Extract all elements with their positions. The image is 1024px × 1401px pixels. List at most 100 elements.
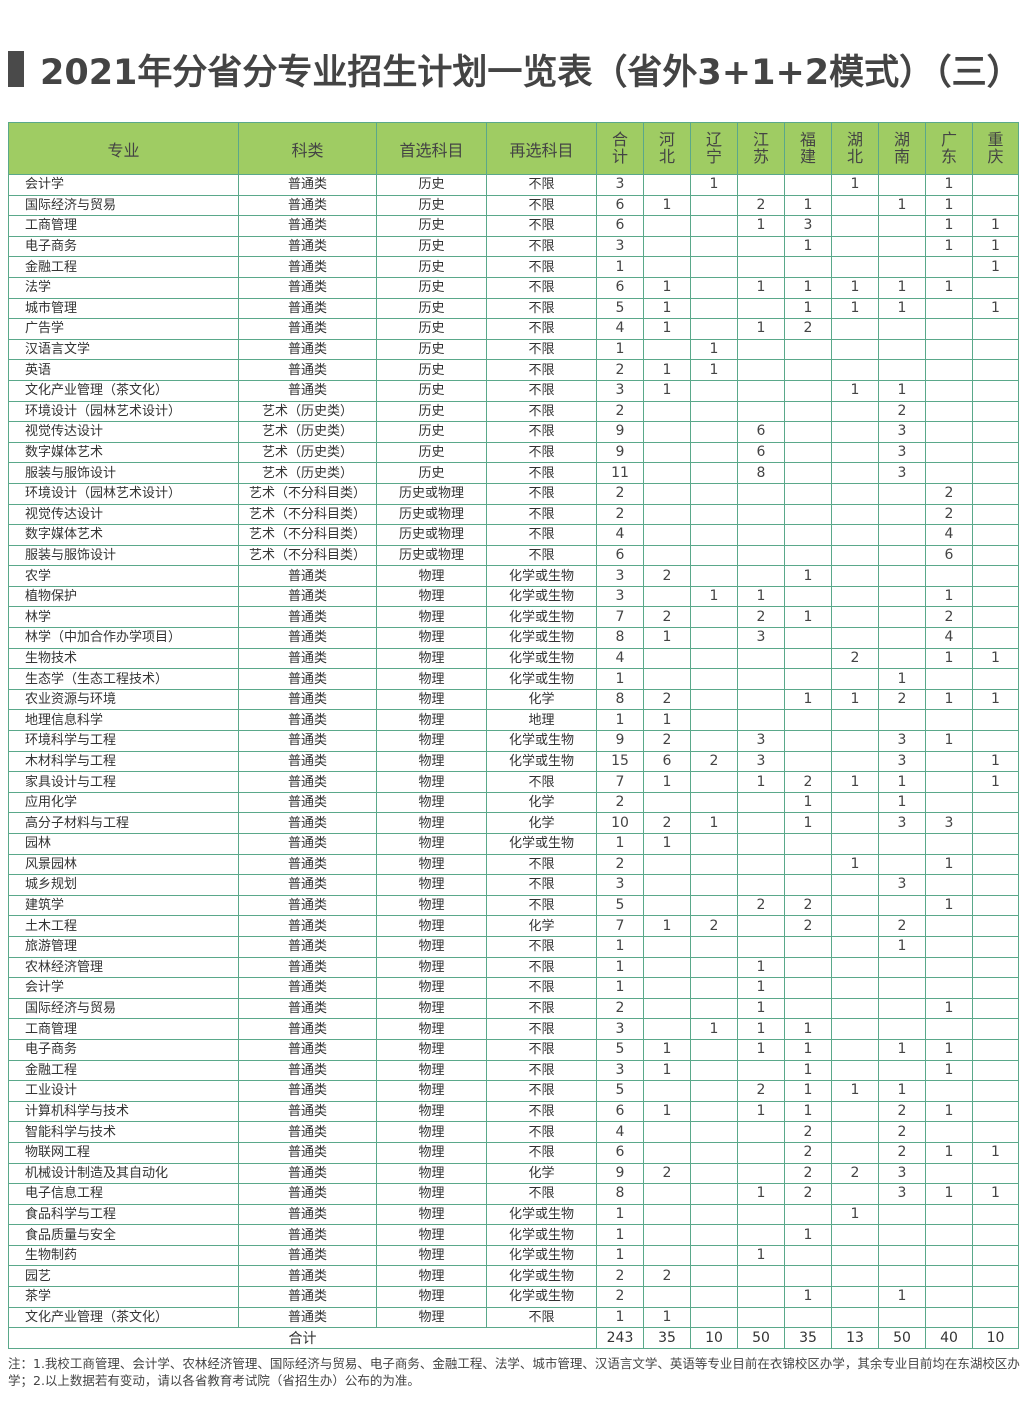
cell-fujian	[784, 462, 832, 484]
cell-hunan: 1	[878, 935, 926, 958]
cell-chongqing	[972, 524, 1019, 546]
cell-second-subject: 化学或生物	[486, 750, 597, 773]
cell-fujian	[784, 647, 832, 670]
cell-chongqing	[972, 730, 1019, 752]
cell-hunan	[878, 359, 926, 381]
header-second-subject: 再选科目	[486, 122, 597, 175]
cell-total: 2	[596, 503, 644, 526]
table-row: 环境设计（园林艺术设计） 艺术（历史类） 历史 不限 2 2	[8, 400, 1019, 423]
cell-total: 1	[596, 1224, 644, 1246]
cell-hubei	[831, 318, 879, 340]
cell-hebei: 1	[643, 1038, 691, 1061]
cell-liaoning	[690, 1080, 738, 1102]
cell-major: 工商管理	[8, 215, 239, 237]
cell-fujian	[784, 853, 832, 876]
cell-chongqing	[972, 997, 1019, 1020]
cell-category: 普通类	[238, 565, 377, 587]
total-cell-chongqing: 10	[972, 1327, 1019, 1350]
cell-liaoning	[690, 730, 738, 752]
cell-chongqing	[972, 544, 1019, 567]
cell-guangdong	[925, 668, 973, 690]
header-province-label: 河北	[658, 130, 675, 166]
table-row: 视觉传达设计 艺术（不分科目类） 历史或物理 不限 2 2	[8, 503, 1019, 526]
cell-fujian	[784, 627, 832, 649]
cell-category: 普通类	[238, 1203, 377, 1226]
header-total-label: 合计	[611, 130, 628, 166]
cell-liaoning	[690, 1286, 738, 1308]
cell-major: 国际经济与贸易	[8, 194, 239, 217]
cell-liaoning	[690, 771, 738, 793]
cell-fujian: 1	[784, 1286, 832, 1308]
cell-hunan: 2	[878, 688, 926, 711]
cell-total: 11	[596, 462, 644, 484]
cell-category: 普通类	[238, 1183, 377, 1205]
cell-hebei	[643, 400, 691, 423]
cell-total: 7	[596, 915, 644, 937]
cell-total: 1	[596, 977, 644, 999]
cell-first-subject: 物理	[376, 977, 487, 999]
cell-guangdong	[925, 462, 973, 484]
cell-major: 英语	[8, 359, 239, 381]
cell-hebei	[643, 874, 691, 896]
cell-first-subject: 物理	[376, 1244, 487, 1267]
cell-category: 普通类	[238, 235, 377, 258]
cell-hunan	[878, 1224, 926, 1246]
cell-category: 普通类	[238, 1121, 377, 1143]
cell-jiangsu: 1	[737, 215, 785, 237]
cell-chongqing	[972, 1100, 1019, 1123]
cell-fujian	[784, 1244, 832, 1267]
cell-first-subject: 物理	[376, 1141, 487, 1164]
cell-hunan	[878, 1306, 926, 1329]
cell-hebei	[643, 1183, 691, 1205]
table-row: 园艺 普通类 物理 化学或生物 2 2	[8, 1265, 1019, 1288]
header-major: 专业	[8, 122, 239, 175]
cell-chongqing	[972, 318, 1019, 340]
cell-category: 普通类	[238, 276, 377, 299]
cell-liaoning	[690, 256, 738, 278]
cell-total: 1	[596, 956, 644, 979]
cell-category: 普通类	[238, 1224, 377, 1246]
cell-liaoning	[690, 791, 738, 814]
cell-liaoning: 1	[690, 359, 738, 381]
cell-chongqing	[972, 1306, 1019, 1329]
cell-fujian: 2	[784, 1183, 832, 1205]
cell-second-subject: 不限	[486, 1100, 597, 1123]
cell-total: 8	[596, 688, 644, 711]
cell-hubei	[831, 977, 879, 999]
cell-first-subject: 物理	[376, 1183, 487, 1205]
cell-liaoning: 1	[690, 812, 738, 834]
cell-second-subject: 不限	[486, 276, 597, 299]
cell-fujian: 1	[784, 1018, 832, 1040]
cell-hebei	[643, 894, 691, 917]
table-row: 建筑学 普通类 物理 不限 5 2 2 1	[8, 894, 1019, 917]
cell-hunan	[878, 997, 926, 1020]
cell-hunan	[878, 1203, 926, 1226]
table-row: 电子商务 普通类 物理 不限 5 1 1 1 1 1	[8, 1038, 1019, 1061]
cell-total: 4	[596, 318, 644, 340]
cell-total: 5	[596, 297, 644, 320]
cell-liaoning	[690, 1121, 738, 1143]
cell-jiangsu: 1	[737, 1018, 785, 1040]
cell-fujian: 1	[784, 276, 832, 299]
cell-second-subject: 不限	[486, 1059, 597, 1082]
cell-first-subject: 历史	[376, 441, 487, 464]
cell-jiangsu	[737, 915, 785, 937]
cell-major: 视觉传达设计	[8, 503, 239, 526]
cell-hubei	[831, 1059, 879, 1082]
table-row: 金融工程 普通类 物理 不限 3 1 1 1	[8, 1059, 1019, 1082]
cell-major: 服装与服饰设计	[8, 462, 239, 484]
cell-hunan: 1	[878, 771, 926, 793]
cell-fujian	[784, 482, 832, 505]
header-total: 合计	[596, 122, 644, 175]
cell-hunan: 1	[878, 668, 926, 690]
cell-hebei	[643, 1080, 691, 1102]
cell-hubei	[831, 668, 879, 690]
cell-total: 3	[596, 1018, 644, 1040]
cell-total: 2	[596, 1286, 644, 1308]
cell-total: 9	[596, 441, 644, 464]
cell-fujian: 1	[784, 1224, 832, 1246]
cell-major: 广告学	[8, 318, 239, 340]
cell-hebei: 1	[643, 359, 691, 381]
cell-major: 农林经济管理	[8, 956, 239, 979]
cell-hebei	[643, 1141, 691, 1164]
